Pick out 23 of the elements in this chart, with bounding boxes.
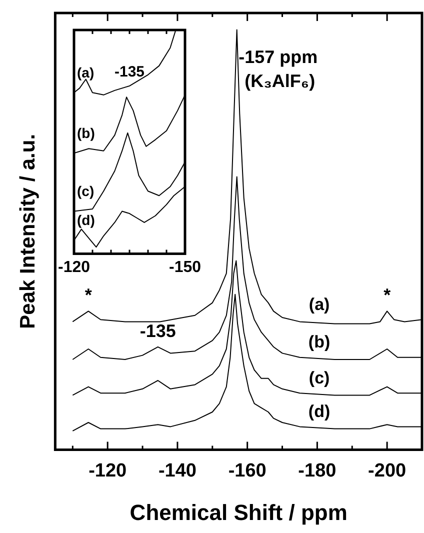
series-label: (c)	[77, 183, 94, 200]
y-axis-title: Peak Intensity / a.u.	[16, 134, 40, 329]
series-label: (c)	[308, 368, 330, 388]
annotation: *	[384, 285, 391, 306]
x-tick-label: -180	[298, 460, 336, 482]
x-tick-label: -150	[168, 258, 202, 276]
x-tick-label: -120	[88, 460, 127, 482]
annotation: (K₃AlF₆)	[244, 70, 316, 91]
x-axis-title: Chemical Shift / ppm	[130, 500, 348, 525]
series-label: (d)	[308, 402, 330, 421]
x-tick-label: -120	[58, 258, 90, 276]
series-label: (a)	[77, 64, 94, 81]
x-tick-label: -160	[228, 460, 266, 482]
series-label: (b)	[308, 332, 330, 352]
annotation: *	[84, 285, 92, 306]
annotation: -157 ppm	[238, 46, 318, 67]
series-label: (a)	[308, 294, 330, 314]
series-label: (d)	[77, 212, 95, 228]
annotation: -135	[114, 64, 145, 81]
series-label: (b)	[77, 124, 95, 141]
annotation: -135	[140, 320, 176, 341]
x-tick-label: -140	[158, 460, 196, 482]
x-tick-label: -200	[368, 460, 406, 482]
